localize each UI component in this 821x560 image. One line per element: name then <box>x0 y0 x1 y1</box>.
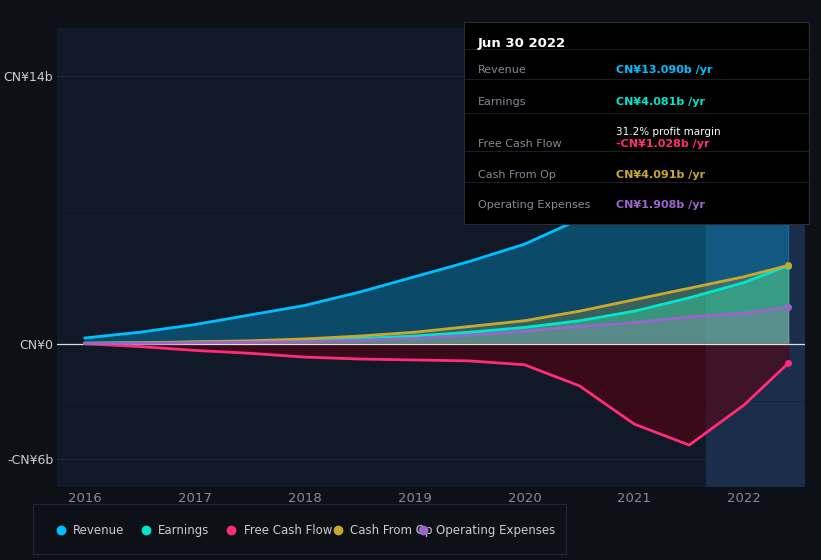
Text: CN¥4.081b /yr: CN¥4.081b /yr <box>616 97 704 107</box>
Text: Revenue: Revenue <box>478 65 526 74</box>
Text: CN¥4.091b /yr: CN¥4.091b /yr <box>616 170 704 180</box>
Text: Earnings: Earnings <box>158 524 209 536</box>
Text: Cash From Op: Cash From Op <box>351 524 433 536</box>
Bar <box>706 28 815 487</box>
Text: Operating Expenses: Operating Expenses <box>478 200 590 210</box>
Text: CN¥13.090b /yr: CN¥13.090b /yr <box>616 65 712 74</box>
Text: Free Cash Flow: Free Cash Flow <box>478 139 562 150</box>
Text: Jun 30 2022: Jun 30 2022 <box>478 36 566 49</box>
Text: Earnings: Earnings <box>478 97 526 107</box>
Text: 31.2% profit margin: 31.2% profit margin <box>616 127 720 137</box>
Text: Cash From Op: Cash From Op <box>478 170 556 180</box>
Text: Revenue: Revenue <box>73 524 124 536</box>
Text: Operating Expenses: Operating Expenses <box>436 524 555 536</box>
Text: -CN¥1.028b /yr: -CN¥1.028b /yr <box>616 139 709 150</box>
Text: CN¥1.908b /yr: CN¥1.908b /yr <box>616 200 704 210</box>
Text: Free Cash Flow: Free Cash Flow <box>244 524 332 536</box>
